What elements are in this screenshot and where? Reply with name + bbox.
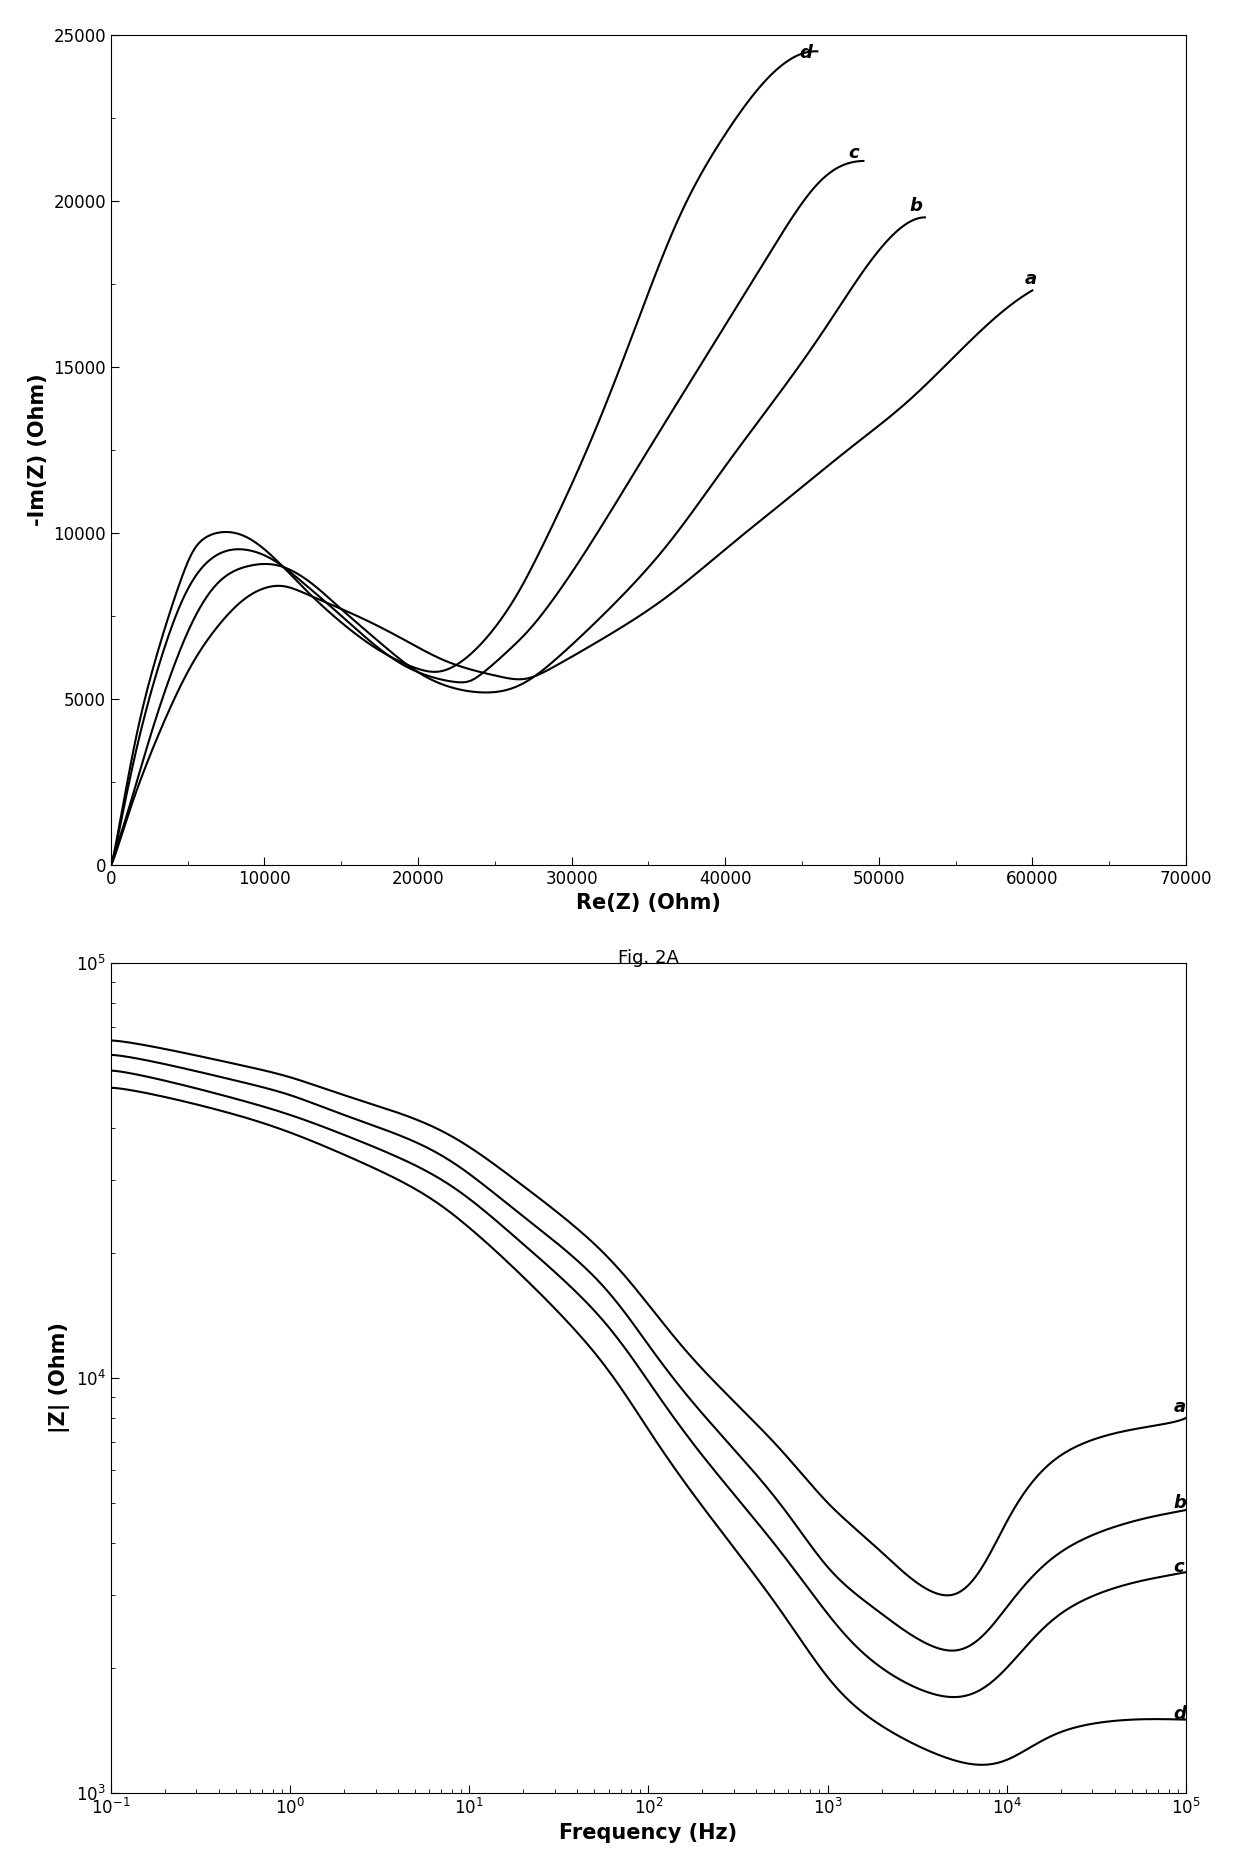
X-axis label: Re(Z) (Ohm): Re(Z) (Ohm) bbox=[575, 892, 720, 913]
Y-axis label: |Z| (Ohm): |Z| (Ohm) bbox=[50, 1323, 71, 1433]
Text: a: a bbox=[1173, 1398, 1185, 1416]
Text: Fig. 2A: Fig. 2A bbox=[618, 949, 678, 967]
Text: d: d bbox=[1173, 1704, 1187, 1723]
Text: c: c bbox=[1173, 1559, 1184, 1575]
X-axis label: Frequency (Hz): Frequency (Hz) bbox=[559, 1822, 738, 1843]
Y-axis label: -Im(Z) (Ohm): -Im(Z) (Ohm) bbox=[27, 374, 48, 526]
Text: b: b bbox=[1173, 1493, 1187, 1512]
Text: d: d bbox=[799, 45, 812, 62]
Text: b: b bbox=[909, 196, 923, 215]
Text: c: c bbox=[848, 144, 858, 161]
Text: a: a bbox=[1024, 269, 1037, 288]
